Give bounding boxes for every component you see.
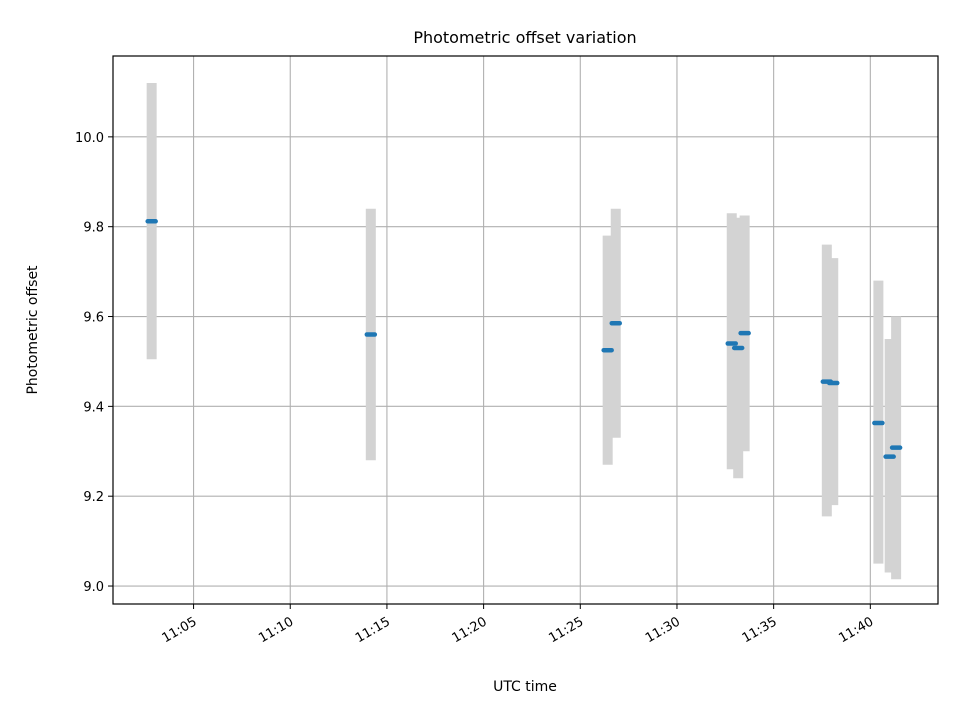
x-tick-label: 11:40: [836, 614, 876, 646]
x-tick-label: 11:05: [160, 614, 200, 646]
y-axis: 9.0 9.2 9.4 9.6 9.8 10.0: [75, 131, 113, 595]
chart-title: Photometric offset variation: [413, 28, 636, 47]
x-tick-label: 11:30: [643, 614, 683, 646]
plot-frame: [112, 55, 939, 605]
x-tick-label: 11:20: [450, 614, 490, 646]
y-tick-label: 9.6: [83, 311, 104, 326]
y-axis-title: Photometric offset: [25, 265, 41, 395]
x-axis: 11:05 11:10 11:15 11:20 11:25 11:30 11:35 11:40: [160, 604, 876, 646]
y-tick-label: 9.2: [83, 490, 104, 505]
error-bars: [146, 82, 902, 580]
x-tick-label: 11:35: [740, 614, 780, 646]
x-axis-title: UTC time: [493, 679, 557, 695]
y-tick-label: 9.4: [83, 400, 104, 415]
y-tick-label: 9.0: [83, 580, 104, 595]
x-tick-label: 11:25: [546, 614, 586, 646]
y-tick-label: 9.8: [83, 221, 104, 236]
data-points: [145, 219, 903, 459]
x-tick-label: 11:10: [256, 614, 296, 646]
grid: [113, 56, 938, 604]
y-tick-label: 10.0: [75, 131, 104, 146]
x-tick-label: 11:15: [353, 614, 393, 646]
